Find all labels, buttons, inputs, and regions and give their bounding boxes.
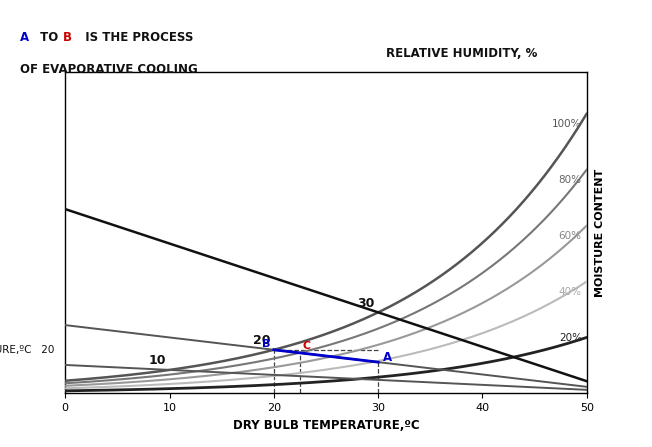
Text: 20%: 20% [559, 333, 583, 343]
Text: 20: 20 [253, 334, 271, 347]
Y-axis label: MOISTURE CONTENT: MOISTURE CONTENT [595, 169, 605, 296]
Text: TO: TO [36, 31, 62, 44]
Text: C: C [302, 341, 310, 351]
X-axis label: DRY BULB TEMPERATURE,ºC: DRY BULB TEMPERATURE,ºC [233, 419, 419, 432]
Text: A: A [383, 351, 393, 364]
Text: IS THE PROCESS: IS THE PROCESS [77, 31, 193, 44]
Text: A: A [20, 31, 29, 44]
Text: 30: 30 [358, 297, 375, 310]
Text: 100%: 100% [552, 119, 582, 129]
Text: B: B [262, 339, 271, 349]
Text: 80%: 80% [559, 175, 582, 185]
Text: B: B [63, 31, 72, 44]
Text: 60%: 60% [559, 231, 582, 241]
Text: 10: 10 [149, 354, 166, 367]
Text: OF EVAPORATIVE COOLING: OF EVAPORATIVE COOLING [20, 63, 198, 76]
Text: WET BULB TEMPERATURE,ºC   20: WET BULB TEMPERATURE,ºC 20 [0, 345, 55, 355]
Text: RELATIVE HUMIDITY, %: RELATIVE HUMIDITY, % [386, 47, 537, 60]
Text: 40%: 40% [559, 287, 582, 297]
